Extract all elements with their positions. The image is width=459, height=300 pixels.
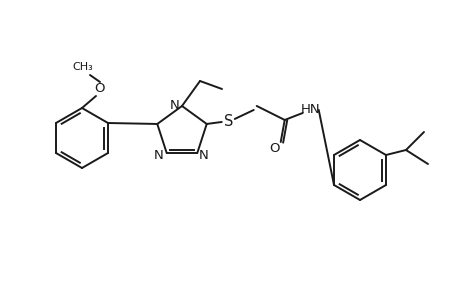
Text: N: N [170, 98, 179, 112]
Text: S: S [224, 115, 233, 130]
Text: N: N [153, 148, 163, 161]
Text: O: O [269, 142, 280, 155]
Text: N: N [198, 148, 208, 161]
Text: CH₃: CH₃ [73, 62, 93, 72]
Text: O: O [95, 82, 105, 94]
Text: HN: HN [300, 103, 320, 116]
